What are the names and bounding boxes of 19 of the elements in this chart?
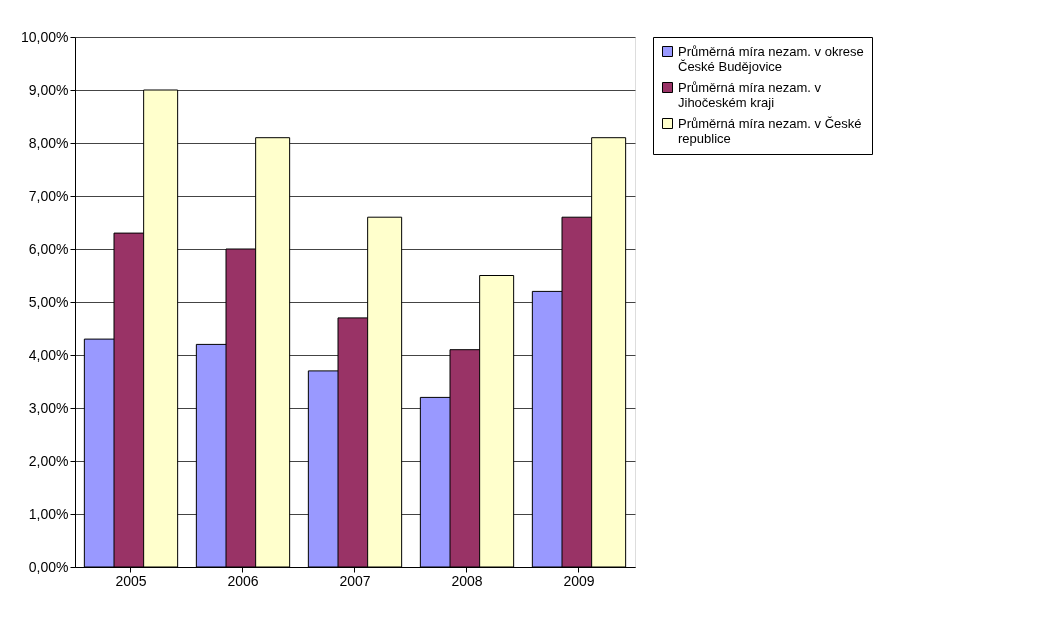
legend-label: Průměrná míra nezam. v Jihočeském kraji	[678, 79, 822, 110]
legend-label: Průměrná míra nezam. v okrese České Budějovice	[678, 43, 864, 74]
y-tick-label: 1,00%	[28, 505, 69, 522]
y-tick-label: 7,00%	[28, 187, 69, 204]
y-tick-label: 0,00%	[28, 558, 69, 575]
x-tick-label: 2005	[115, 572, 147, 589]
y-tick-label: 2,00%	[28, 452, 69, 469]
y-tick-label: 5,00%	[28, 293, 69, 310]
y-tick-label: 6,00%	[28, 240, 69, 257]
y-tick-label: 9,00%	[28, 81, 69, 98]
y-tick-label: 3,00%	[28, 399, 69, 416]
legend-label: Průměrná míra nezam. v České republice	[678, 115, 862, 146]
y-tick-label: 4,00%	[28, 346, 69, 363]
x-tick-label: 2006	[227, 572, 259, 589]
y-tick-label: 10,00%	[21, 28, 69, 45]
x-tick-label: 2009	[563, 572, 595, 589]
x-tick-label: 2007	[339, 572, 371, 589]
x-tick-label: 2008	[451, 572, 483, 589]
y-tick-label: 8,00%	[28, 134, 69, 151]
